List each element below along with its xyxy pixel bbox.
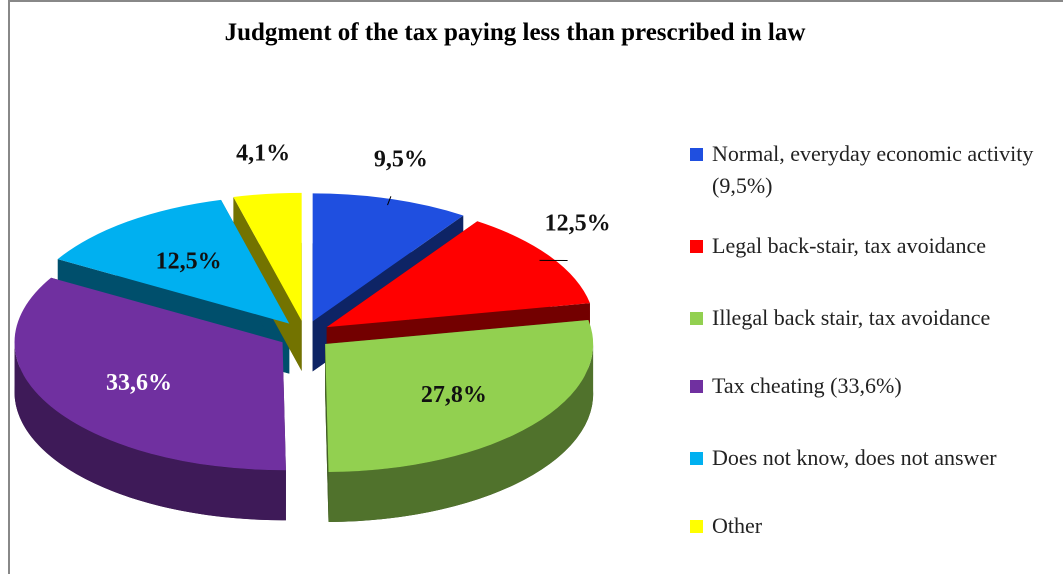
legend-label: Other [712,513,763,538]
legend-item: Legal back-stair, tax avoidance [690,230,1060,262]
legend: Normal, everyday economic activity (9,5%… [690,138,1060,542]
data-label: 12,5% [545,210,611,236]
slice [312,193,464,322]
slice [233,192,302,321]
data-label: 9,5% [374,146,428,172]
data-label: 4,1% [236,141,290,167]
legend-label: Normal, everyday economic activity (9,5%… [712,141,1034,198]
legend-swatch [690,452,703,465]
chart-title: Judgment of the tax paying less than pre… [225,19,806,46]
legend-swatch [690,520,703,533]
chart: 9,5% 12,5% 27,8% 33,6% 12,5% 4,1% [14,141,611,523]
slice [326,221,590,328]
slice-side [328,344,594,523]
slice-wall [325,344,329,523]
slice-wall [233,197,302,371]
slice-side [14,342,286,521]
legend-label: Legal back-stair, tax avoidance [712,233,986,258]
slice [14,277,286,471]
legend-label: Tax cheating (33,6%) [712,373,902,398]
legend-swatch [690,312,703,325]
chart-frame [8,0,1063,574]
title-area: Judgment of the tax paying less than pre… [225,19,806,46]
data-label: 12,5% [156,248,222,274]
slice [325,320,594,473]
legend-item: Tax cheating (33,6%) [690,370,1060,402]
leader-line [387,196,392,206]
slice [57,199,290,324]
legend-label: Does not know, does not answer [712,445,997,470]
legend-swatch [690,240,703,253]
legend-item: Normal, everyday economic activity (9,5%… [690,138,1060,202]
data-label: 33,6% [106,370,172,396]
legend-label: Illegal back stair, tax avoidance [712,305,991,330]
legend-item: Other [690,510,1060,542]
legend-item: Illegal back stair, tax avoidance [690,302,1060,334]
legend-item: Does not know, does not answer [690,442,1060,474]
data-label: 27,8% [421,382,487,408]
legend-swatch [690,148,703,161]
legend-swatch [690,380,703,393]
